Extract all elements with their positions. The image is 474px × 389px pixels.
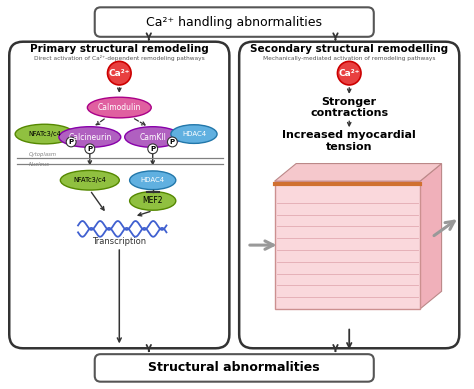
Text: Structural abnormalities: Structural abnormalities: [148, 361, 320, 375]
Ellipse shape: [129, 191, 176, 210]
Circle shape: [337, 61, 361, 85]
Text: Ca²⁺ handling abnormalities: Ca²⁺ handling abnormalities: [146, 16, 322, 28]
FancyBboxPatch shape: [95, 7, 374, 37]
Ellipse shape: [129, 171, 176, 189]
Text: Primary structural remodeling: Primary structural remodeling: [30, 44, 209, 54]
Polygon shape: [274, 163, 442, 181]
Polygon shape: [420, 163, 442, 309]
Text: Direct activation of Ca²⁺-dependent remodeling pathways: Direct activation of Ca²⁺-dependent remo…: [34, 55, 205, 61]
Text: P: P: [69, 139, 74, 145]
Text: Cytoplasm: Cytoplasm: [29, 152, 57, 157]
FancyBboxPatch shape: [239, 42, 459, 348]
Text: Increased myocardial
tension: Increased myocardial tension: [283, 130, 416, 152]
Text: NFATc3/c4: NFATc3/c4: [73, 177, 106, 183]
Ellipse shape: [59, 127, 121, 147]
Text: Ca²⁺: Ca²⁺: [338, 68, 360, 78]
Text: Nucleus: Nucleus: [29, 163, 50, 168]
Circle shape: [167, 137, 177, 147]
Text: Calcineurin: Calcineurin: [68, 133, 111, 142]
Ellipse shape: [171, 125, 217, 144]
Circle shape: [108, 61, 131, 85]
Text: Mechanically-mediated activation of remodeling pathways: Mechanically-mediated activation of remo…: [263, 56, 436, 61]
FancyBboxPatch shape: [274, 181, 420, 309]
Text: Stronger
contractions: Stronger contractions: [310, 97, 388, 118]
Ellipse shape: [60, 170, 119, 190]
Text: P: P: [87, 146, 92, 152]
Text: Secondary structural remodelling: Secondary structural remodelling: [250, 44, 448, 54]
Ellipse shape: [87, 97, 151, 118]
Text: HDAC4: HDAC4: [182, 131, 206, 137]
Ellipse shape: [125, 127, 181, 147]
Text: CamKII: CamKII: [139, 133, 166, 142]
Text: Ca²⁺: Ca²⁺: [109, 68, 130, 78]
Circle shape: [148, 144, 158, 154]
FancyBboxPatch shape: [95, 354, 374, 382]
Text: Transcription: Transcription: [92, 237, 146, 246]
Ellipse shape: [15, 124, 74, 144]
Text: P: P: [150, 146, 155, 152]
Text: Calmodulin: Calmodulin: [98, 103, 141, 112]
Text: NFATc3/c4: NFATc3/c4: [28, 131, 61, 137]
Text: P: P: [170, 139, 175, 145]
Circle shape: [85, 144, 95, 154]
Text: MEF2: MEF2: [143, 196, 163, 205]
Circle shape: [66, 137, 76, 147]
Text: HDAC4: HDAC4: [141, 177, 165, 183]
FancyBboxPatch shape: [9, 42, 229, 348]
